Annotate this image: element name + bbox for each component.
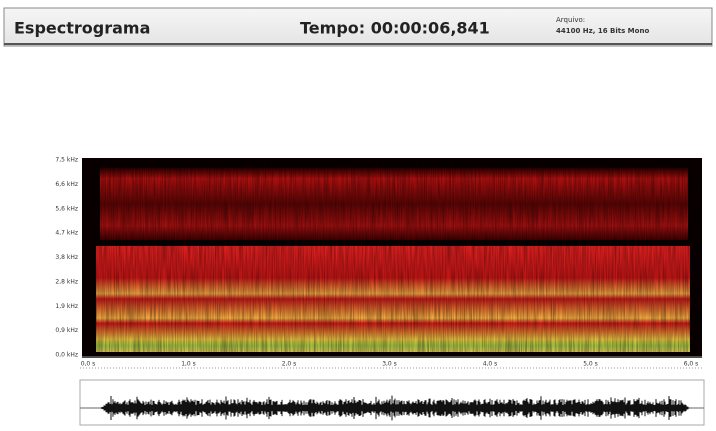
y-axis-label: 0,0 kHz bbox=[55, 352, 78, 359]
x-axis-label: 1,0 s bbox=[181, 361, 196, 368]
y-axis-label: 0,9 kHz bbox=[55, 327, 78, 334]
file-label: Arquivo: bbox=[556, 16, 585, 24]
waveform bbox=[100, 395, 690, 421]
title: Espectrograma bbox=[14, 19, 150, 38]
header-bar bbox=[3, 7, 713, 47]
y-axis-label: 7,5 kHz bbox=[55, 157, 78, 164]
file-info: 44100 Hz, 16 Bits Mono bbox=[556, 27, 649, 35]
x-axis-label: 2,0 s bbox=[282, 361, 297, 368]
y-axis-label: 4,7 kHz bbox=[55, 230, 78, 237]
y-axis-label: 6,6 kHz bbox=[55, 181, 78, 188]
y-axis-label: 5,6 kHz bbox=[55, 205, 78, 212]
y-axis-label: 2,8 kHz bbox=[55, 278, 78, 285]
x-axis-label: 3,0 s bbox=[382, 361, 397, 368]
time: Tempo: 00:00:06,841 bbox=[300, 19, 490, 38]
x-axis-label: 0,0 s bbox=[81, 361, 96, 368]
y-axis-label: 3,8 kHz bbox=[55, 254, 78, 261]
y-axis-label: 1,9 kHz bbox=[55, 303, 78, 310]
spectrogram-texture bbox=[82, 158, 702, 358]
x-axis-label: 6,0 s bbox=[684, 361, 699, 368]
x-axis-label: 5,0 s bbox=[583, 361, 598, 368]
x-axis-label: 4,0 s bbox=[483, 361, 498, 368]
